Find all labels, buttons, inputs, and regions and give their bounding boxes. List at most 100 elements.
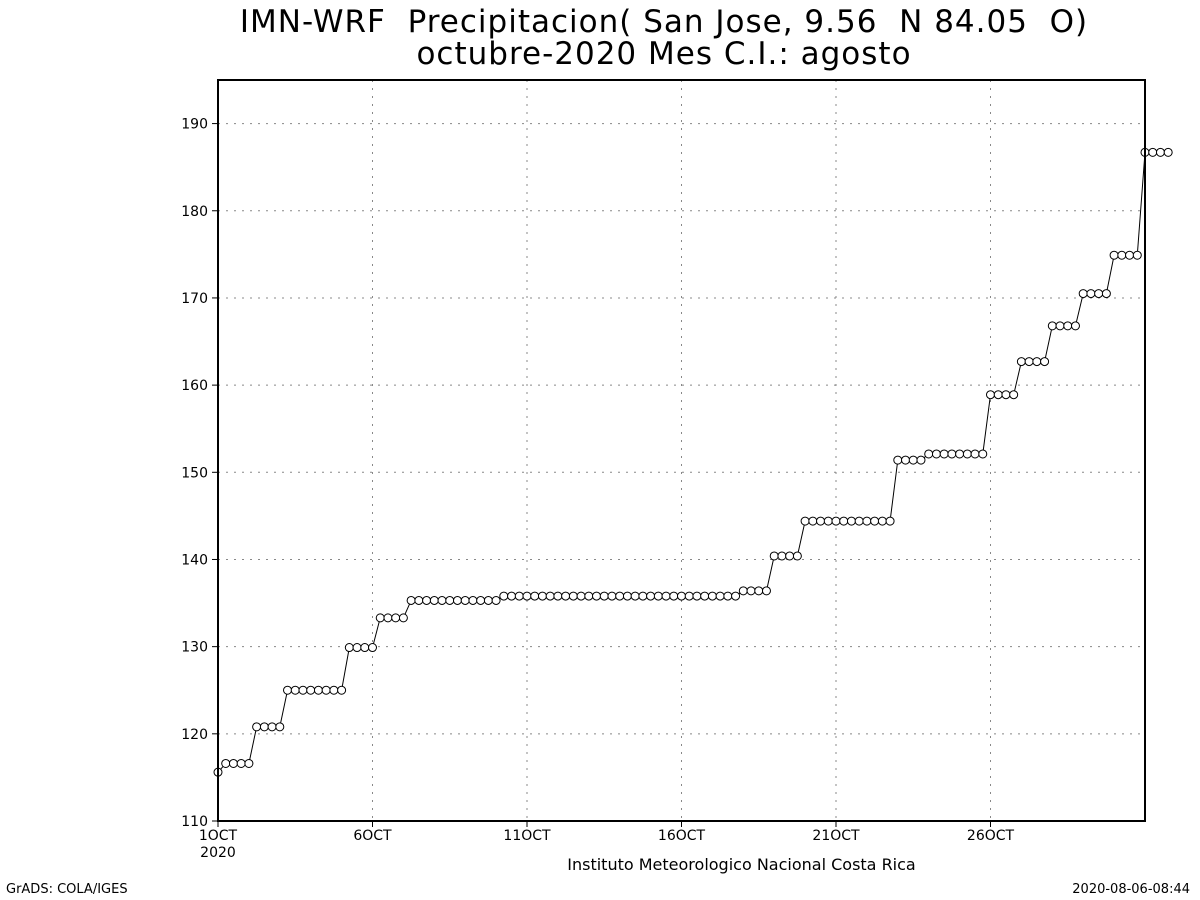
data-point [931, 449, 941, 459]
data-point [916, 455, 926, 465]
grid-lines [218, 80, 1145, 821]
data-point [746, 586, 756, 596]
data-point [1163, 147, 1173, 157]
data-point [352, 643, 362, 653]
data-point [228, 758, 238, 768]
data-point [839, 516, 849, 526]
y-tick-label: 160 [181, 378, 208, 394]
x-tick-label: 26OCT [967, 828, 1015, 844]
data-point [993, 390, 1003, 400]
footer-software-credit: GrADS: COLA/IGES [6, 882, 128, 897]
data-point [808, 516, 818, 526]
series-line [217, 151, 1169, 773]
data-point [823, 516, 833, 526]
data-point [298, 685, 308, 695]
data-point [1063, 321, 1073, 331]
data-point [568, 591, 578, 601]
data-point [398, 613, 408, 623]
data-point [306, 685, 316, 695]
data-point [777, 551, 787, 561]
data-point [885, 516, 895, 526]
data-point [846, 516, 856, 526]
y-tick-label: 130 [181, 640, 208, 656]
data-point [290, 685, 300, 695]
data-point [653, 591, 663, 601]
data-point [452, 595, 462, 605]
data-point [1086, 289, 1096, 299]
chart-subtitle: octubre-2020 Mes C.I.: agosto [416, 36, 912, 72]
data-point [414, 595, 424, 605]
y-tick-label: 150 [181, 465, 208, 481]
data-point [1148, 147, 1158, 157]
data-point [978, 449, 988, 459]
data-point [908, 455, 918, 465]
data-point [1009, 390, 1019, 400]
data-point [476, 595, 486, 605]
data-point [221, 758, 231, 768]
data-point [1117, 250, 1127, 260]
data-point [646, 591, 656, 601]
data-point [584, 591, 594, 601]
data-point [854, 516, 864, 526]
data-point [692, 591, 702, 601]
data-point [870, 516, 880, 526]
data-point [800, 516, 810, 526]
y-tick-label: 140 [181, 552, 208, 568]
data-point [561, 591, 571, 601]
data-point [715, 591, 725, 601]
data-point [831, 516, 841, 526]
x-tick-label: 11OCT [503, 828, 551, 844]
data-point [383, 613, 393, 623]
data-point [785, 551, 795, 561]
data-point [947, 449, 957, 459]
data-point [468, 595, 478, 605]
data-point [986, 390, 995, 400]
data-point [545, 591, 555, 601]
data-point [337, 685, 347, 695]
data-point [761, 586, 771, 596]
footer-timestamp: 2020-08-06-08:44 [1072, 882, 1190, 897]
data-point [483, 595, 493, 605]
data-point [669, 591, 679, 601]
data-point [955, 449, 965, 459]
x-tick-label: 16OCT [658, 828, 706, 844]
data-point [1016, 357, 1026, 367]
data-point [1024, 357, 1034, 367]
data-point [862, 516, 872, 526]
data-point [375, 613, 385, 623]
data-point [607, 591, 617, 601]
data-point [236, 758, 246, 768]
y-tick-label: 120 [181, 727, 208, 743]
data-point [1125, 250, 1135, 260]
data-point [1001, 390, 1011, 400]
data-point [707, 591, 717, 601]
data-point [259, 722, 269, 732]
data-point [368, 643, 377, 653]
data-point [638, 591, 648, 601]
data-point [684, 591, 694, 601]
data-point [391, 613, 401, 623]
data-point [738, 586, 748, 596]
y-tick-label: 190 [181, 117, 208, 133]
plot-frame [217, 79, 1146, 822]
data-point [422, 595, 432, 605]
data-point [816, 516, 826, 526]
data-point [244, 758, 254, 768]
data-point [429, 595, 439, 605]
x-tick-label: 1OCT [199, 828, 238, 844]
data-point [970, 449, 980, 459]
data-point [1155, 147, 1165, 157]
data-point [507, 591, 517, 601]
data-point [1070, 321, 1080, 331]
data-point [252, 722, 262, 732]
data-point [329, 685, 339, 695]
data-point [622, 591, 632, 601]
data-point [1032, 357, 1042, 367]
x-tick-label: 21OCT [812, 828, 860, 844]
data-point [677, 591, 686, 601]
data-point [275, 722, 285, 732]
data-point [313, 685, 323, 695]
data-point [460, 595, 470, 605]
data-point [344, 643, 354, 653]
